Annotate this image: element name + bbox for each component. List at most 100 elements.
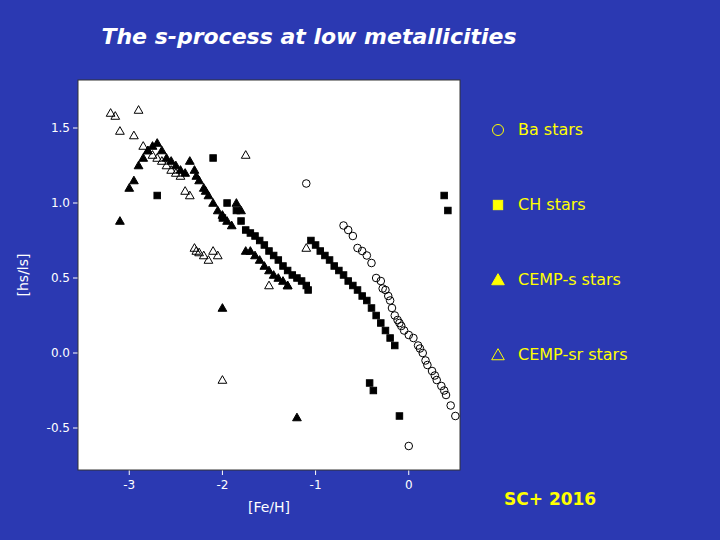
x-tick-label: 0 [405,478,413,492]
x-tick [408,470,409,475]
x-tick [222,470,223,475]
legend: Ba starsCH starsCEMP-s starsCEMP-sr star… [492,120,628,364]
point [134,161,143,169]
point [452,412,460,420]
y-tick [73,203,78,204]
point [441,192,447,198]
x-axis-label: [Fe/H] [248,499,290,515]
title: The s-process at low metallicities [101,24,516,49]
legend-marker [492,274,505,285]
point [382,327,388,333]
y-tick-label: 0.0 [51,346,70,360]
point [134,106,143,114]
x-tick-label: -3 [123,478,135,492]
point [218,211,227,219]
point [419,349,427,357]
point [431,372,439,380]
chart: The s-process at low metallicities -3 -2 -1… [0,0,720,540]
point [384,292,392,300]
point [396,413,402,419]
point [445,207,451,213]
y-tick-label: 1.5 [51,121,70,135]
series [116,139,302,421]
y-tick [73,353,78,354]
point [139,154,148,162]
point [209,199,218,207]
legend-label: CH stars [518,195,586,214]
point [241,151,250,159]
point [392,342,398,348]
point [305,287,311,293]
y-axis-label: [hs/ls] [15,254,31,297]
point [340,272,346,278]
x-tick [129,470,130,475]
annotation: SC+ 2016 [504,489,596,509]
point [388,304,396,312]
point [265,281,274,289]
point [422,357,430,365]
legend-marker [493,125,504,136]
point [255,256,264,264]
point [195,176,204,184]
series [154,155,451,419]
x-tick-label: -1 [310,478,322,492]
legend-label: CEMP-s stars [518,270,621,289]
legend-marker [493,200,502,209]
point [302,180,310,188]
point [283,281,292,289]
point [261,242,267,248]
y-tick-label: 1.0 [51,196,70,210]
point [116,127,125,135]
series [106,106,310,384]
series [302,180,459,450]
point [190,166,199,174]
point [176,172,185,180]
point [368,259,376,267]
point [312,242,318,248]
point [378,320,384,326]
point [204,256,213,264]
point [440,387,448,395]
point [349,232,357,240]
point [293,413,302,421]
point [410,334,418,342]
point [111,112,120,120]
point [157,146,166,154]
y-tick [73,128,78,129]
point [387,335,393,341]
point [447,402,455,410]
point [227,221,236,229]
legend-marker [492,349,505,360]
plot-frame [78,80,460,470]
point [373,312,379,318]
x-tick [315,470,316,475]
point [224,200,230,206]
point [185,157,194,165]
data [106,106,459,450]
point [130,131,139,139]
point [125,184,134,192]
x-tick-label: -2 [216,478,228,492]
point [326,257,332,263]
y-tick-label: -0.5 [47,421,70,435]
point [340,222,348,230]
point [238,218,244,224]
point [364,297,370,303]
point [218,376,227,384]
point [368,305,374,311]
point [130,176,139,184]
axes: -3 -2 -1 0 -0.5 0.0 0.5 1.0 1.5 [47,121,413,492]
point [154,192,160,198]
point [218,304,227,312]
point [400,327,408,335]
point [442,391,450,399]
y-tick-label: 0.5 [51,271,70,285]
point [377,277,385,285]
y-tick [73,428,78,429]
point [405,442,413,450]
point [237,206,246,214]
point [302,244,311,252]
point [232,199,241,207]
point [363,252,371,260]
point [116,217,125,225]
